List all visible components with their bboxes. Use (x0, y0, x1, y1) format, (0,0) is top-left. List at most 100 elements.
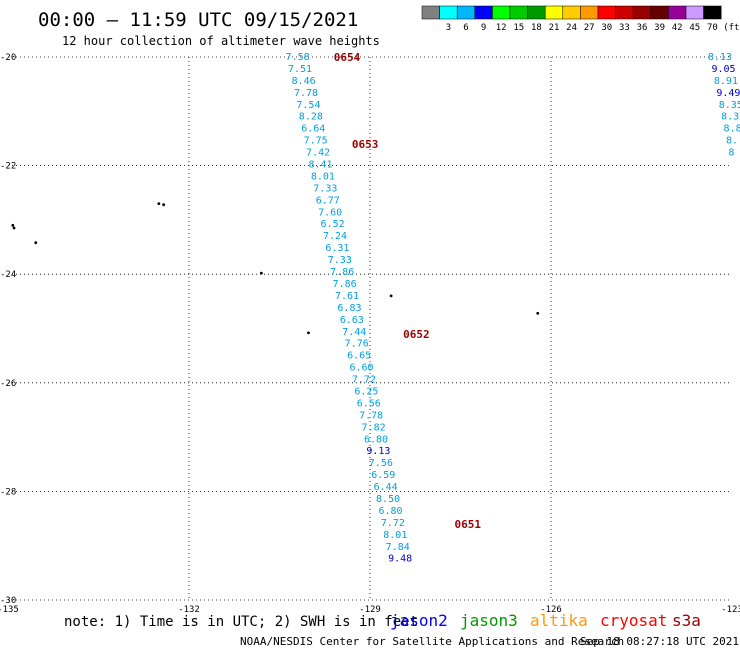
swh-value: 8.01 (311, 171, 335, 182)
legend-swatch (685, 5, 704, 20)
x-tick-label: -126 (540, 605, 562, 615)
page-subtitle: 12 hour collection of altimeter wave hei… (62, 34, 380, 48)
swh-value: 8. (726, 136, 738, 147)
swh-value: 8.41 (308, 160, 332, 171)
legend-label: 18 (531, 23, 542, 33)
x-tick-label: -123 (721, 605, 740, 615)
swh-value: 8.8 (724, 124, 740, 135)
swh-value: 7.24 (323, 231, 347, 242)
legend-swatch (580, 5, 599, 20)
legend-label: 9 (481, 23, 486, 33)
swh-value: 9.49 (716, 88, 740, 99)
swh-value: 7.51 (288, 64, 312, 75)
swh-value: 7.75 (304, 136, 328, 147)
legend-swatch (562, 5, 581, 20)
swh-value: 9.05 (711, 64, 735, 75)
page-title: 00:00 — 11:59 UTC 09/15/2021 (38, 9, 358, 31)
swh-value: 6.64 (301, 124, 325, 135)
island-marker (260, 271, 263, 275)
y-tick-label: -30 (0, 596, 16, 606)
pass-time-label: 0654 (334, 51, 361, 64)
legend-label: 21 (549, 23, 560, 33)
swh-value: 6.25 (354, 386, 378, 397)
edge-track: 8.139.058.919.498.358.38.88.8 (708, 52, 740, 159)
swh-value: 8.35 (719, 100, 740, 111)
axis-tick-labels: -135 -132 -129 -126 -123 -20 -22 -24 -26 -28 -30 (0, 53, 740, 615)
swh-value: 7.60 (318, 207, 342, 218)
swh-value: 7.56 (369, 458, 393, 469)
swh-value: 7.72 (381, 518, 405, 529)
footer-note: note: 1) Time is in UTC; 2) SWH is in fe… (64, 614, 418, 630)
island-marker (389, 294, 393, 298)
legend-swatch (509, 5, 528, 20)
legend-label: 36 (637, 23, 648, 33)
island-marker (307, 331, 310, 335)
swh-value: 7.86 (330, 267, 354, 278)
legend-swatch (456, 5, 476, 20)
swh-value: 6.52 (321, 219, 345, 230)
legend-swatch (544, 5, 564, 20)
swh-value: 7.58 (286, 52, 310, 63)
swh-value: 8.46 (292, 76, 316, 87)
mission-s3a: s3a (672, 611, 701, 630)
x-tick-label: -132 (178, 605, 200, 615)
legend-label: 39 (654, 23, 665, 33)
swh-value: 7.84 (386, 542, 410, 553)
legend-label: 6 (463, 23, 468, 33)
legend-label: 42 (672, 23, 683, 33)
legend-swatch (703, 5, 722, 20)
swh-value: 6.56 (357, 398, 381, 409)
legend-label: 24 (566, 23, 577, 33)
pass-time-label: 0651 (454, 518, 481, 531)
swh-value: 6.77 (316, 195, 340, 206)
swh-value: 6.80 (364, 434, 388, 445)
legend-swatch (421, 5, 440, 20)
swh-value: 9.13 (366, 446, 390, 457)
swh-value: 6.59 (371, 470, 395, 481)
pass-time-label: 0653 (352, 138, 379, 151)
y-tick-label: -28 (0, 487, 16, 497)
legend-swatch (632, 5, 652, 20)
legend-swatch (650, 5, 669, 20)
legend-swatch (492, 5, 511, 20)
mission-jason3: jason3 (460, 611, 518, 630)
legend-label: 30 (601, 23, 612, 33)
y-tick-label: -26 (0, 379, 16, 389)
island-markers (11, 202, 540, 335)
mission-jason2: jason2 (390, 611, 448, 630)
island-marker (34, 241, 38, 245)
legend-label: 27 (584, 23, 595, 33)
swh-value: 7.33 (313, 183, 337, 194)
mission-cryosat: cryosat (600, 611, 667, 630)
y-tick-label: -22 (0, 162, 16, 172)
island-marker (157, 202, 161, 206)
mission-altika: altika (530, 611, 588, 630)
legend-label: 3 (446, 23, 451, 33)
swh-value: 7.54 (296, 100, 320, 111)
swh-value: 6.63 (340, 315, 364, 326)
y-tick-label: -24 (0, 270, 16, 280)
swh-value: 6.65 (347, 351, 371, 362)
island-marker (536, 311, 540, 315)
x-tick-label: -129 (359, 605, 381, 615)
swh-value: 6.83 (337, 303, 361, 314)
pass-time-labels: 0654 0653 0652 0651 (334, 51, 482, 531)
legend-swatch (439, 5, 458, 20)
swh-value: 7.78 (359, 410, 383, 421)
legend-swatch (527, 5, 546, 20)
legend-unit: (ft) (723, 23, 740, 33)
legend-label: 33 (619, 23, 630, 33)
y-tick-label: -20 (0, 53, 16, 63)
swh-value: 8.50 (376, 494, 400, 505)
swh-value: 6.31 (325, 243, 349, 254)
legend-swatch (474, 5, 493, 20)
island-marker (162, 203, 166, 207)
swh-value: 8.91 (714, 76, 738, 87)
map-grid (8, 56, 732, 601)
swh-value: 7.44 (342, 327, 366, 338)
legend-swatch (668, 5, 687, 20)
swh-value: 8.13 (708, 52, 732, 63)
footer-timestamp: Sep 18 08:27:18 UTC 2021 (580, 635, 739, 648)
